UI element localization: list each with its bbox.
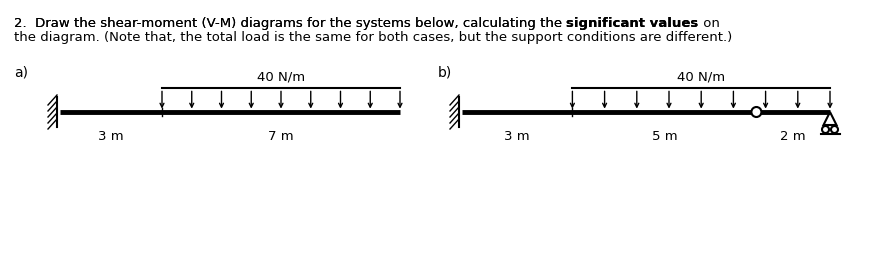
Text: 7 m: 7 m [268, 130, 294, 143]
Text: 3 m: 3 m [98, 130, 124, 143]
Text: 40 N/m: 40 N/m [677, 70, 725, 83]
Text: significant values: significant values [567, 17, 699, 30]
Circle shape [752, 107, 761, 117]
Text: significant values: significant values [567, 17, 699, 30]
Text: 40 N/m: 40 N/m [257, 70, 305, 83]
Text: the diagram. (Note that, the total load is the same for both cases, but the supp: the diagram. (Note that, the total load … [14, 31, 732, 44]
Circle shape [831, 126, 838, 133]
Text: on: on [699, 17, 719, 30]
Text: 2.  Draw the shear-moment (V-M) diagrams for the systems below, calculating the: 2. Draw the shear-moment (V-M) diagrams … [14, 17, 567, 30]
Text: b): b) [438, 65, 453, 79]
Text: 2.  Draw the shear-moment (V-M) diagrams for the systems below, calculating the : 2. Draw the shear-moment (V-M) diagrams … [14, 17, 704, 30]
Circle shape [822, 126, 829, 133]
Text: 2.  Draw the shear-moment (V-M) diagrams for the systems below, calculating the: 2. Draw the shear-moment (V-M) diagrams … [14, 17, 567, 30]
Text: 5 m: 5 m [652, 130, 677, 143]
Text: a): a) [14, 65, 28, 79]
Text: 2 m: 2 m [781, 130, 806, 143]
Text: 3 m: 3 m [504, 130, 530, 143]
